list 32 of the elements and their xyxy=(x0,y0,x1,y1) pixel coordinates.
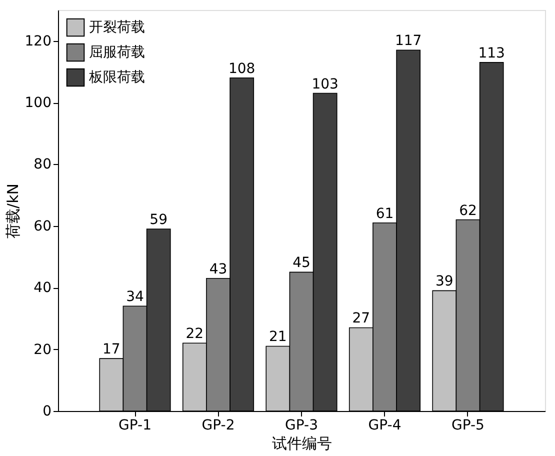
y-tick-label: 20 xyxy=(34,342,52,358)
x-tick-label: GP-4 xyxy=(368,418,402,434)
y-tick-label: 40 xyxy=(34,280,52,296)
data-label: 62 xyxy=(459,202,477,219)
legend-label: 屈服荷载 xyxy=(89,44,145,60)
x-tick-label: GP-5 xyxy=(452,418,484,434)
x-axis-title: 试件编号 xyxy=(272,434,332,452)
data-label: 21 xyxy=(269,329,287,346)
x-tick-label: GP-2 xyxy=(202,418,235,434)
x-tick-label: GP-1 xyxy=(118,418,152,434)
y-tick-label: 80 xyxy=(34,156,52,173)
x-tick-label: GP-3 xyxy=(285,418,318,434)
data-label: 45 xyxy=(292,255,310,272)
y-tick-label: 100 xyxy=(24,95,52,112)
data-label: 117 xyxy=(394,33,422,50)
data-label: 39 xyxy=(435,274,454,290)
data-label: 59 xyxy=(150,212,168,228)
legend-label: 开裂荷载 xyxy=(89,20,145,36)
data-label: 22 xyxy=(186,326,204,342)
data-label: 103 xyxy=(312,76,338,92)
data-label: 43 xyxy=(209,261,228,278)
y-axis-title: 荷载/kN xyxy=(4,184,22,238)
y-tick-label: 120 xyxy=(24,33,52,50)
legend-label: 板限荷载 xyxy=(88,70,145,86)
data-label: 108 xyxy=(228,60,256,77)
data-label: 113 xyxy=(478,45,505,62)
y-tick-label: 0 xyxy=(42,404,52,420)
y-tick-label: 60 xyxy=(34,218,52,234)
data-label: 61 xyxy=(376,206,394,222)
data-label: 17 xyxy=(102,342,120,358)
data-label: 27 xyxy=(352,310,370,327)
data-label: 34 xyxy=(126,289,144,306)
